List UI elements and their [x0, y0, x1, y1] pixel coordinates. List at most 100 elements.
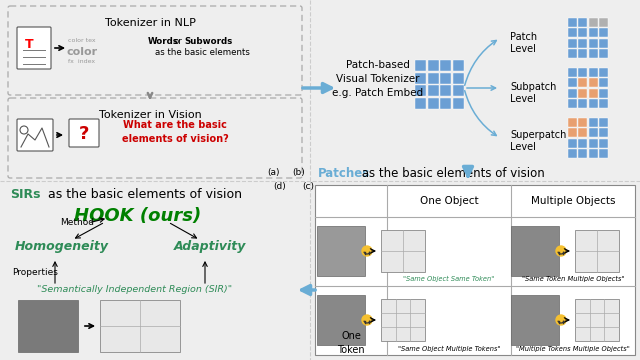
Text: HOOK (ours): HOOK (ours)	[74, 207, 202, 225]
Bar	[589, 39, 598, 48]
Bar	[317, 226, 365, 276]
Bar	[589, 139, 598, 148]
Text: (a): (a)	[268, 168, 280, 177]
Bar	[579, 18, 588, 27]
Bar	[589, 128, 598, 137]
Text: (c): (c)	[302, 182, 314, 191]
Circle shape	[556, 315, 566, 325]
Text: What are the basic
elements of vision?: What are the basic elements of vision?	[122, 120, 228, 144]
Bar	[381, 299, 425, 341]
Bar	[579, 78, 588, 87]
Text: Words: Words	[148, 37, 179, 46]
Bar	[568, 149, 577, 158]
Bar	[511, 295, 559, 345]
FancyBboxPatch shape	[8, 6, 302, 95]
Bar	[452, 85, 463, 96]
Bar	[589, 28, 598, 37]
Text: color tex: color tex	[68, 38, 96, 43]
Bar	[568, 118, 577, 127]
Text: ?: ?	[79, 125, 89, 143]
Bar	[568, 28, 577, 37]
Circle shape	[362, 315, 372, 325]
Bar	[568, 89, 577, 98]
Text: Subwords: Subwords	[184, 37, 232, 46]
Text: Patch
Level: Patch Level	[510, 32, 537, 54]
Bar	[579, 49, 588, 58]
Bar	[568, 68, 577, 77]
Bar	[589, 78, 598, 87]
Text: Properties: Properties	[12, 268, 58, 277]
Bar	[589, 99, 598, 108]
Text: Patches: Patches	[318, 167, 371, 180]
Bar	[511, 226, 559, 276]
Bar	[589, 118, 598, 127]
Bar	[452, 72, 463, 84]
Bar	[599, 18, 608, 27]
Bar	[579, 39, 588, 48]
Bar	[599, 118, 608, 127]
Bar	[589, 68, 598, 77]
Bar	[599, 149, 608, 158]
Text: as the basic elements of vision: as the basic elements of vision	[44, 188, 242, 201]
Bar	[579, 68, 588, 77]
Text: Subpatch
Level: Subpatch Level	[510, 82, 556, 104]
Bar	[452, 98, 463, 108]
Bar	[428, 72, 438, 84]
Bar	[599, 28, 608, 37]
Bar	[568, 78, 577, 87]
Bar	[440, 85, 451, 96]
FancyBboxPatch shape	[69, 119, 99, 147]
Text: "Semantically Independent Region (SIR)": "Semantically Independent Region (SIR)"	[37, 285, 232, 294]
Text: SIRs: SIRs	[10, 188, 40, 201]
Text: T: T	[25, 38, 33, 51]
Bar	[428, 98, 438, 108]
Text: (d): (d)	[274, 182, 286, 191]
Bar	[599, 139, 608, 148]
Bar	[599, 89, 608, 98]
Bar	[568, 39, 577, 48]
Circle shape	[556, 246, 566, 256]
Bar	[440, 60, 451, 71]
Text: Multiple Objects: Multiple Objects	[531, 196, 615, 206]
Bar	[579, 128, 588, 137]
Bar	[428, 60, 438, 71]
Bar	[599, 49, 608, 58]
Bar	[568, 128, 577, 137]
Bar	[599, 99, 608, 108]
Text: color: color	[67, 47, 97, 57]
Bar	[315, 185, 635, 355]
Bar	[599, 68, 608, 77]
Text: Tokenizer in Vision: Tokenizer in Vision	[99, 110, 202, 120]
Text: Superpatch
Level: Superpatch Level	[510, 130, 566, 152]
Bar	[568, 49, 577, 58]
Bar	[579, 139, 588, 148]
Text: Method: Method	[60, 218, 94, 227]
FancyBboxPatch shape	[8, 98, 302, 178]
Bar	[415, 72, 426, 84]
Text: Patch-based
Visual Tokenizer
e.g. Patch Embed: Patch-based Visual Tokenizer e.g. Patch …	[332, 60, 424, 98]
Text: or: or	[174, 37, 183, 46]
Bar	[579, 28, 588, 37]
Text: One Object: One Object	[420, 196, 478, 206]
Bar	[599, 78, 608, 87]
Bar	[599, 39, 608, 48]
Bar	[575, 230, 619, 272]
Text: "Same Object Multiple Tokens": "Same Object Multiple Tokens"	[397, 346, 500, 352]
Text: as the basic elements: as the basic elements	[155, 48, 250, 57]
Bar	[568, 99, 577, 108]
Bar	[381, 230, 425, 272]
Text: "Same Token Multiple Objects": "Same Token Multiple Objects"	[522, 276, 624, 282]
Bar	[18, 300, 78, 352]
Text: (b): (b)	[292, 168, 305, 177]
Bar	[579, 149, 588, 158]
FancyBboxPatch shape	[17, 27, 51, 69]
Bar	[415, 85, 426, 96]
Text: Adaptivity: Adaptivity	[174, 240, 246, 253]
Bar	[579, 99, 588, 108]
Text: as the basic elements of vision: as the basic elements of vision	[358, 167, 545, 180]
Bar	[568, 18, 577, 27]
Bar	[575, 299, 619, 341]
Bar	[100, 300, 180, 352]
Text: "Multiple Tokens Multiple Objects": "Multiple Tokens Multiple Objects"	[516, 346, 630, 352]
Bar	[415, 98, 426, 108]
